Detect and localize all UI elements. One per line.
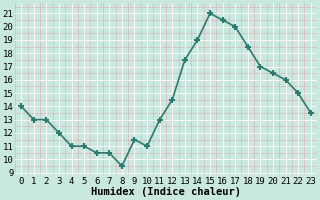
X-axis label: Humidex (Indice chaleur): Humidex (Indice chaleur) xyxy=(91,187,241,197)
